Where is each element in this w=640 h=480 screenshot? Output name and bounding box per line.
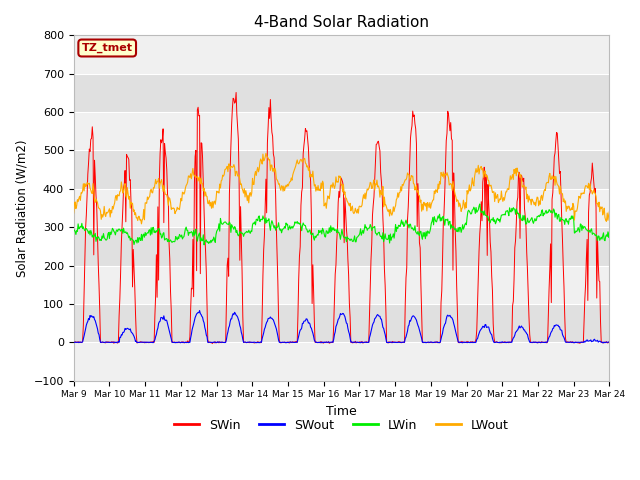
Bar — [74, 342, 609, 381]
X-axis label: Time: Time — [326, 405, 357, 418]
Text: TZ_tmet: TZ_tmet — [82, 43, 132, 53]
Bar — [74, 36, 609, 74]
Legend: SWin, SWout, LWin, LWout: SWin, SWout, LWin, LWout — [169, 414, 514, 437]
Bar — [74, 227, 609, 265]
Y-axis label: Solar Radiation (W/m2): Solar Radiation (W/m2) — [15, 139, 28, 277]
Bar — [74, 189, 609, 227]
Bar — [74, 304, 609, 342]
Bar — [74, 74, 609, 112]
Title: 4-Band Solar Radiation: 4-Band Solar Radiation — [254, 15, 429, 30]
Bar — [74, 150, 609, 189]
Bar — [74, 265, 609, 304]
Bar — [74, 112, 609, 150]
